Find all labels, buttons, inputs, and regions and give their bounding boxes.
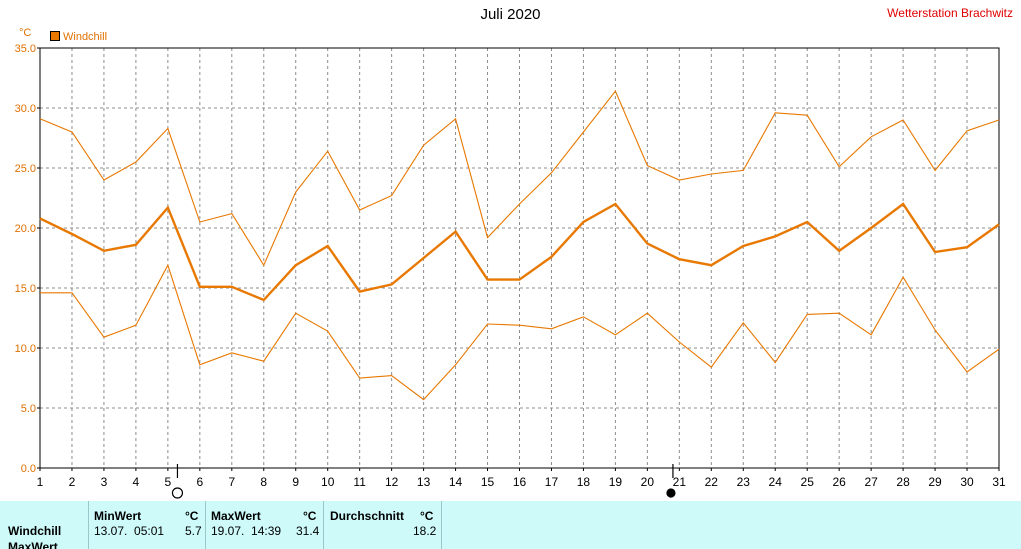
series-line-min: [40, 263, 1000, 401]
x-tick-label: 10: [321, 475, 335, 489]
min-header: MinWert: [94, 509, 142, 523]
station-name: Wetterstation Brachwitz: [887, 6, 1013, 20]
stats-row-label-2: MaxWert: [8, 540, 58, 549]
panel-divider: [323, 501, 324, 549]
y-tick-label: 25.0: [15, 163, 36, 175]
x-tick-label: 6: [196, 475, 203, 489]
avg-unit: °C: [420, 509, 434, 523]
legend-swatch: [50, 31, 60, 42]
series-line-avg: [39, 202, 1000, 302]
x-tick-label: 4: [133, 475, 140, 489]
avg-header: Durchschnitt: [330, 509, 405, 523]
min-unit: °C: [185, 509, 199, 523]
x-tick-label: 3: [101, 475, 108, 489]
x-tick-label: 8: [260, 475, 267, 489]
min-value: 5.7: [185, 524, 202, 538]
panel-divider: [88, 501, 89, 549]
x-tick-label: 17: [545, 475, 559, 489]
max-header: MaxWert: [211, 509, 261, 523]
full-moon-circle-icon: [171, 487, 184, 499]
avg-value: 18.2: [413, 524, 437, 538]
x-tick-label: 31: [992, 475, 1006, 489]
max-datetime: 19.07. 14:39: [211, 524, 282, 538]
y-tick-label: 0.0: [21, 463, 36, 475]
x-tick-label: 18: [577, 475, 591, 489]
x-tick-label: 29: [928, 475, 942, 489]
x-tick-label: 21: [673, 475, 687, 489]
y-tick-label: 15.0: [15, 283, 36, 295]
stats-row-label: Windchill: [8, 524, 62, 538]
x-tick-label: 5: [165, 475, 172, 489]
x-tick-label: 20: [641, 475, 655, 489]
x-tick-label: 27: [864, 475, 878, 489]
y-tick-label: 35.0: [15, 43, 36, 55]
min-datetime: 13.07. 05:01: [94, 524, 165, 538]
max-unit: °C: [303, 509, 317, 523]
x-tick-label: 11: [353, 475, 366, 489]
legend-label: Windchill: [63, 31, 108, 43]
x-tick-label: 2: [69, 475, 76, 489]
x-tick-label: 22: [705, 475, 719, 489]
legend: Windchill: [50, 31, 107, 43]
y-tick-label: 5.0: [21, 403, 36, 415]
x-tick-label: 25: [801, 475, 815, 489]
x-tick-label: 7: [228, 475, 235, 489]
x-tick-label: 12: [385, 475, 399, 489]
max-value: 31.4: [296, 524, 320, 538]
y-tick-label: 30.0: [15, 103, 36, 115]
panel-divider: [441, 501, 442, 549]
x-tick-label: 13: [417, 475, 431, 489]
x-tick-label: 1: [37, 475, 44, 489]
x-tick-label: 24: [769, 475, 783, 489]
x-tick-label: 15: [481, 475, 495, 489]
x-tick-label: 16: [513, 475, 527, 489]
y-axis-unit: °C: [19, 27, 32, 39]
y-tick-label: 10.0: [15, 343, 36, 355]
x-tick-label: 28: [896, 475, 910, 489]
x-tick-label: 9: [292, 475, 299, 489]
x-tick-label: 19: [609, 475, 623, 489]
windchill-chart: 0.05.010.015.020.025.030.035.01 2 3 4 5 6 7 8 9 1…: [15, 43, 1006, 499]
y-tick-label: 20.0: [15, 223, 36, 235]
series-line-max: [39, 90, 1000, 267]
new-moon-circle-icon: [666, 488, 676, 498]
x-tick-label: 23: [737, 475, 751, 489]
x-tick-label: 26: [832, 475, 846, 489]
x-tick-label: 30: [960, 475, 974, 489]
panel-divider: [205, 501, 206, 549]
statistics-panel: Windchill MaxWert MinWert °C 13.07. 05:0…: [0, 501, 1021, 549]
chart-title: Juli 2020: [480, 6, 541, 23]
x-tick-label: 14: [449, 475, 463, 489]
